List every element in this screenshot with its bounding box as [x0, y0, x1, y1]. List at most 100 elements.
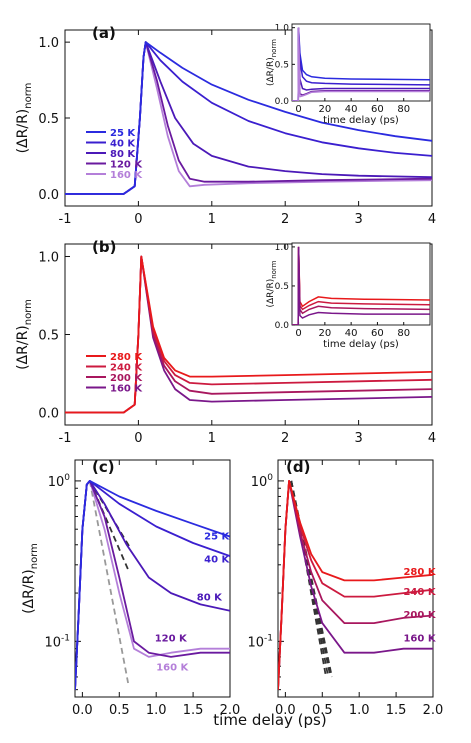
inset-x-tick-label: 20	[318, 104, 331, 115]
legend-label: 160 K	[110, 170, 143, 181]
series-line	[278, 480, 433, 690]
inset-y-tick-label: 0.0	[275, 321, 290, 331]
inset-x-tick-label: 0	[295, 328, 301, 339]
plot-frame	[74, 459, 231, 698]
fit-line	[88, 480, 129, 684]
series-label: 80 K	[197, 592, 223, 603]
legend-label: 25 K	[110, 128, 136, 139]
series-group	[278, 480, 433, 690]
legend-label: 280 K	[110, 352, 143, 363]
series-label: 160 K	[156, 662, 189, 673]
y-axis-label: (ΔR/R)norm	[21, 543, 40, 614]
x-axis-ticks: 0.0 0.5 1.0 1.5 2.0	[72, 460, 240, 718]
x-axis-ticks: -1 0 1 2 3 4	[59, 244, 436, 446]
y-axis-label: (ΔR/R)norm	[15, 299, 34, 370]
series-line	[75, 480, 230, 690]
inset-frame	[291, 242, 431, 326]
inset-x-tick-label: 80	[397, 328, 410, 339]
x-tick-label: 0	[134, 212, 142, 227]
x-tick-label: 2.0	[220, 703, 241, 718]
series-group	[75, 480, 230, 690]
x-tick-label: 1	[208, 431, 216, 446]
x-tick-label: -1	[59, 431, 72, 446]
inset-x-tick-label: 20	[318, 328, 331, 339]
y-axis-ticks: 0.0 0.5 1.0	[38, 36, 70, 203]
inset-x-tick-label: 60	[371, 104, 384, 115]
x-tick-label: 0.0	[275, 703, 296, 718]
series-line	[75, 480, 230, 690]
series-label: 280 K	[403, 567, 436, 578]
legend-label: 240 K	[110, 363, 143, 374]
series-label: 120 K	[155, 633, 188, 644]
series-group	[65, 255, 432, 414]
y-axis-ticks: 0.0 0.5 1.0	[38, 250, 70, 422]
series-label: 25 K	[204, 532, 230, 543]
x-tick-label: 0	[134, 431, 142, 446]
x-tick-label: 1.5	[386, 703, 407, 718]
series-label: 40 K	[204, 555, 230, 566]
panel-a: -1 0 1 2 3 4 0.0 0.5 1.0 (ΔR/R)norm (a) 25 K40 K80 …	[15, 23, 436, 227]
series-line	[278, 480, 433, 690]
legend-label: 80 K	[110, 149, 136, 160]
panel-label: (a)	[92, 24, 116, 42]
series-labels: 25 K 40 K 80 K 120 K 160 K	[155, 532, 231, 674]
y-tick-label: 0.5	[38, 329, 59, 344]
inset-y-tick-label: 0.5	[275, 60, 289, 70]
series-label: 240 K	[403, 587, 436, 598]
series-line	[75, 480, 230, 690]
x-tick-label: 1.0	[146, 703, 167, 718]
y-tick-label: 0.0	[38, 188, 59, 203]
series-label: 160 K	[403, 633, 436, 644]
inset-y-label: (ΔR/R)norm	[266, 39, 278, 86]
series-line	[75, 480, 230, 690]
inset-series-line	[292, 246, 430, 325]
legend-label: 200 K	[110, 373, 143, 384]
legend-label: 160 K	[110, 384, 143, 395]
x-tick-label: 1	[208, 212, 216, 227]
inset-series-group	[292, 27, 430, 101]
x-tick-label: 4	[428, 212, 436, 227]
inset-chart: 0 20 40 60 80 0.0 0.5 1.0 time delay (ps) (ΔR/R)n…	[266, 23, 431, 126]
shared-x-axis-label: time delay (ps)	[213, 711, 327, 729]
panel-label: (d)	[286, 458, 310, 476]
inset-y-tick-label: 0.5	[275, 282, 289, 292]
series-line	[65, 255, 432, 414]
inset-x-tick-label: 0	[295, 104, 301, 115]
panel-label: (b)	[92, 238, 116, 256]
inset-x-tick-label: 40	[345, 104, 358, 115]
x-tick-label: 4	[428, 431, 436, 446]
x-tick-label: 2.0	[423, 703, 444, 718]
y-tick-label: 10-1	[44, 633, 70, 650]
x-tick-label: 0.5	[312, 703, 333, 718]
y-tick-label: 1.0	[38, 36, 59, 51]
inset-y-tick-label: 1.0	[275, 243, 290, 253]
x-tick-label: 2	[281, 212, 289, 227]
y-tick-label: 0.0	[38, 407, 59, 422]
y-tick-label: 10-1	[247, 633, 273, 650]
series-line	[278, 480, 433, 690]
y-axis-ticks: 100 10-1	[44, 473, 81, 691]
inset-series-line	[292, 27, 430, 101]
x-tick-label: 0.0	[72, 703, 93, 718]
inset-y-tick-label: 0.0	[275, 97, 290, 107]
series-line	[65, 41, 432, 195]
x-tick-label: 0.5	[109, 703, 130, 718]
inset-x-tick-label: 60	[371, 328, 384, 339]
series-line	[278, 480, 433, 690]
panel-c: 0.0 0.5 1.0 1.5 2.0 100 10-1 (ΔR/R)norm (c) 25 K 4…	[21, 458, 240, 718]
inset-x-label: time delay (ps)	[323, 115, 399, 126]
x-tick-label: 2	[281, 431, 289, 446]
inset-y-tick-label: 1.0	[275, 24, 290, 34]
y-tick-label: 0.5	[38, 112, 59, 127]
inset-series-group	[292, 246, 430, 325]
x-tick-label: 3	[354, 212, 362, 227]
series-label: 200 K	[403, 610, 436, 621]
x-tick-label: -1	[59, 212, 72, 227]
inset-x-tick-label: 40	[345, 328, 358, 339]
y-tick-label: 100	[251, 473, 274, 490]
legend-label: 120 K	[110, 160, 143, 171]
